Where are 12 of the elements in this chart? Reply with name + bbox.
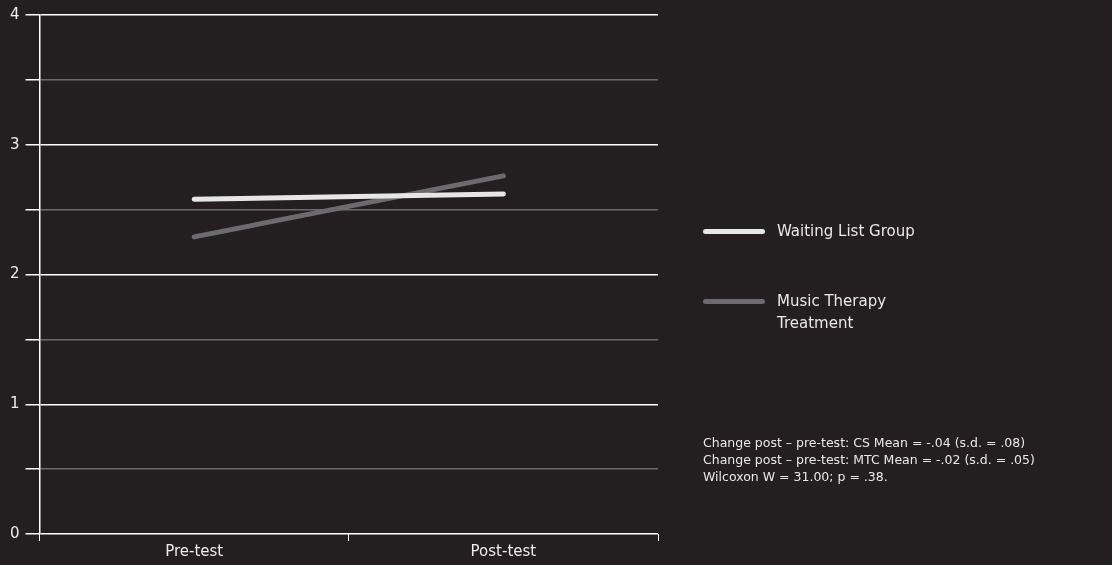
x-tick-label: Post-test (470, 541, 537, 560)
text: Change post – pre-test: MTC Mean = -.02 (s.d. = .05) (703, 451, 1035, 468)
y-tick-label: 2 (10, 264, 20, 283)
legend-label: Music Therapy Treatment (777, 291, 888, 334)
y-tick-label: 4 (10, 4, 20, 23)
x-tick-label: Pre-test (165, 541, 224, 560)
y-tick-label: 1 (10, 394, 20, 413)
y-tick-label: 0 (10, 523, 20, 542)
y-tick-label: 3 (10, 134, 20, 153)
text: Wilcoxon W = 31.00; p = .38. (703, 468, 889, 485)
legend-label: Waiting List Group (777, 221, 916, 242)
text: Change post – pre-test: CS Mean = -.04 (s.d. = .08) (703, 434, 1027, 451)
